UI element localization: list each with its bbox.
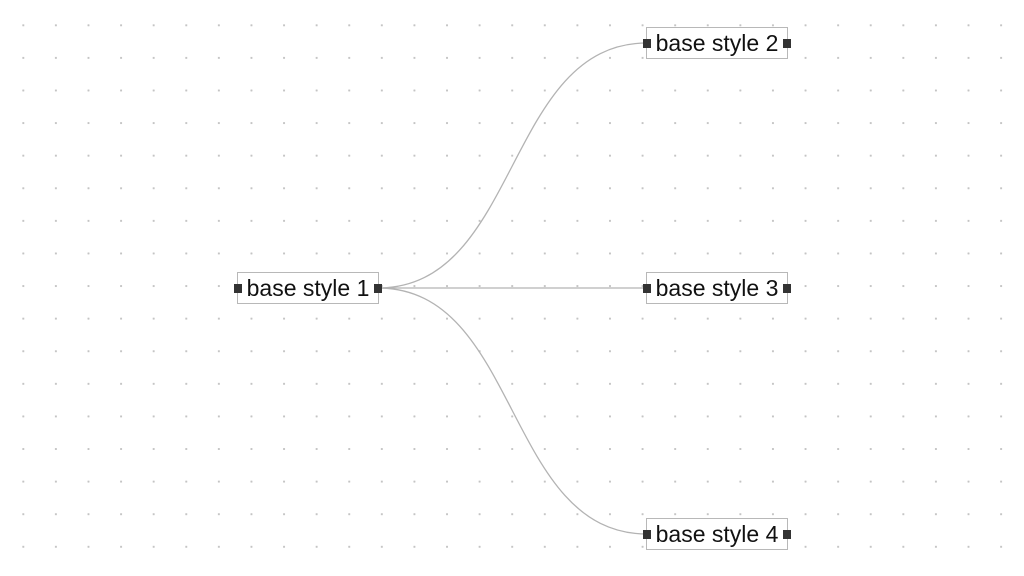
node-base-style-4[interactable]: base style 4 — [643, 518, 791, 550]
node-label: base style 3 — [655, 275, 779, 301]
edge-n1-n2[interactable] — [377, 42, 648, 289]
output-handle[interactable] — [783, 284, 791, 293]
output-handle[interactable] — [783, 39, 791, 48]
input-handle[interactable] — [643, 530, 651, 539]
output-handle[interactable] — [374, 284, 382, 293]
node-label: base style 2 — [655, 30, 779, 56]
input-handle[interactable] — [643, 284, 651, 293]
node-base-style-1[interactable]: base style 1 — [234, 272, 382, 304]
node-label: base style 4 — [655, 521, 779, 547]
node-label: base style 1 — [246, 275, 370, 301]
input-handle[interactable] — [234, 284, 242, 293]
node-base-style-2[interactable]: base style 2 — [643, 27, 791, 59]
input-handle[interactable] — [643, 39, 651, 48]
node-base-style-3[interactable]: base style 3 — [643, 272, 791, 304]
edge-n1-n4[interactable] — [377, 287, 648, 535]
output-handle[interactable] — [783, 530, 791, 539]
